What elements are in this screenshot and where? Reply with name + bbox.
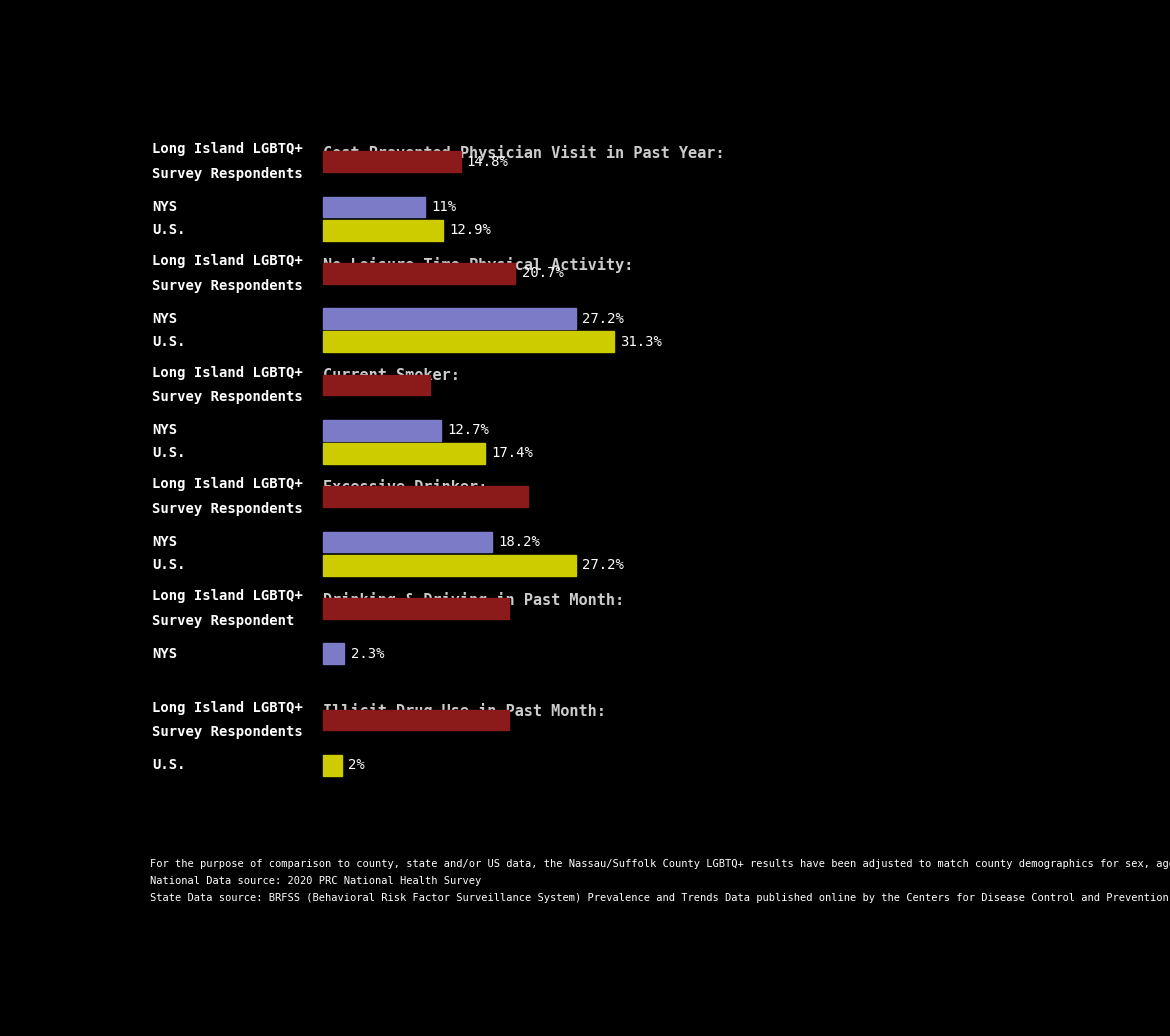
Text: Illicit Drug Use in Past Month:: Illicit Drug Use in Past Month:	[323, 703, 606, 719]
Text: National Data source: 2020 PRC National Health Survey: National Data source: 2020 PRC National …	[150, 875, 481, 886]
Text: 31.3%: 31.3%	[620, 335, 662, 349]
Bar	[323, 554, 576, 576]
Text: NYS: NYS	[152, 424, 178, 437]
Text: Survey Respondents: Survey Respondents	[152, 502, 303, 516]
Text: U.S.: U.S.	[152, 558, 186, 572]
Bar	[323, 598, 509, 618]
Bar	[323, 220, 443, 240]
Text: NYS: NYS	[152, 200, 178, 214]
Bar	[323, 420, 441, 440]
Text: Cost Prevented Physician Visit in Past Year:: Cost Prevented Physician Visit in Past Y…	[323, 145, 724, 162]
Bar	[323, 531, 493, 552]
Bar	[323, 263, 516, 284]
Bar	[323, 643, 344, 664]
Text: 27.2%: 27.2%	[583, 312, 624, 325]
Text: Long Island LGBTQ+: Long Island LGBTQ+	[152, 366, 303, 379]
Text: Drinking & Driving in Past Month:: Drinking & Driving in Past Month:	[323, 592, 624, 608]
Text: Long Island LGBTQ+: Long Island LGBTQ+	[152, 588, 303, 603]
Text: State Data source: BRFSS (Behavioral Risk Factor Surveillance System) Prevalence: State Data source: BRFSS (Behavioral Ris…	[150, 893, 1170, 902]
Text: U.S.: U.S.	[152, 335, 186, 349]
Text: Long Island LGBTQ+: Long Island LGBTQ+	[152, 478, 303, 491]
Text: 11%: 11%	[432, 200, 456, 214]
Text: 20.7%: 20.7%	[522, 266, 564, 281]
Text: Long Island LGBTQ+: Long Island LGBTQ+	[152, 700, 303, 715]
Text: 12.9%: 12.9%	[449, 223, 491, 237]
Text: 2%: 2%	[347, 758, 365, 773]
Text: Survey Respondents: Survey Respondents	[152, 279, 303, 293]
Text: U.S.: U.S.	[152, 758, 186, 773]
Text: Survey Respondent: Survey Respondent	[152, 613, 295, 628]
Text: Survey Respondents: Survey Respondents	[152, 725, 303, 740]
Text: NYS: NYS	[152, 646, 178, 661]
Text: 17.4%: 17.4%	[491, 447, 532, 460]
Bar	[323, 710, 509, 730]
Text: For the purpose of comparison to county, state and/or US data, the Nassau/Suffol: For the purpose of comparison to county,…	[150, 859, 1170, 869]
Text: 2.3%: 2.3%	[351, 646, 384, 661]
Text: Long Island LGBTQ+: Long Island LGBTQ+	[152, 142, 303, 156]
Text: 18.2%: 18.2%	[498, 535, 541, 549]
Text: U.S.: U.S.	[152, 447, 186, 460]
Text: 27.2%: 27.2%	[583, 558, 624, 572]
Text: Survey Respondents: Survey Respondents	[152, 167, 303, 181]
Bar	[323, 486, 528, 507]
Text: 14.8%: 14.8%	[467, 154, 509, 169]
Text: 12.7%: 12.7%	[447, 424, 489, 437]
Text: Current Smoker:: Current Smoker:	[323, 369, 460, 383]
Bar	[323, 151, 461, 172]
Text: Excessive Drinker:: Excessive Drinker:	[323, 480, 487, 495]
Bar	[323, 755, 342, 776]
Bar	[323, 375, 429, 396]
Text: Long Island LGBTQ+: Long Island LGBTQ+	[152, 254, 303, 268]
Text: No Leisure-Time Physical Activity:: No Leisure-Time Physical Activity:	[323, 257, 633, 272]
Bar	[323, 197, 425, 218]
Bar	[323, 443, 484, 464]
Bar	[323, 309, 576, 329]
Text: NYS: NYS	[152, 312, 178, 325]
Bar	[323, 332, 614, 352]
Text: Survey Respondents: Survey Respondents	[152, 391, 303, 404]
Text: U.S.: U.S.	[152, 223, 186, 237]
Text: NYS: NYS	[152, 535, 178, 549]
